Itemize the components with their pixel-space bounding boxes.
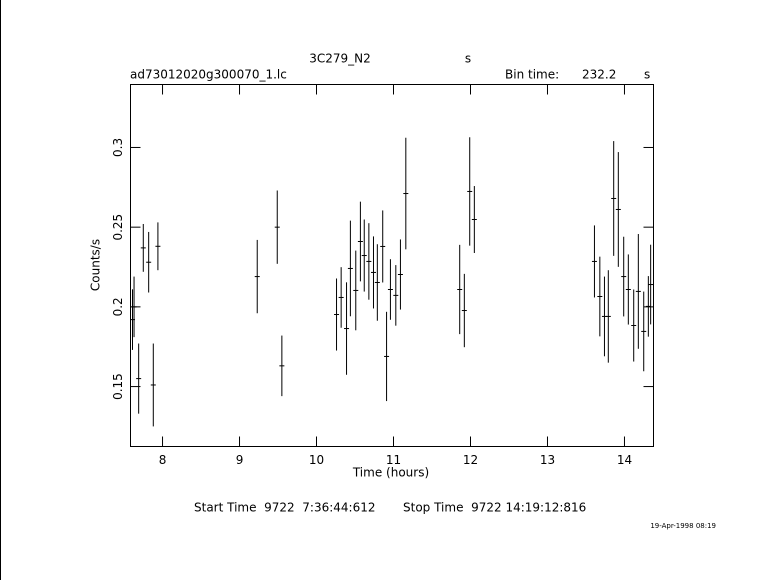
bin-time: 232.2	[582, 68, 616, 82]
date-stamp: 19-Apr-1998 08:19	[650, 522, 716, 530]
x-tick-label: 13	[540, 453, 555, 467]
x-axis-label: Time (hours)	[352, 466, 429, 480]
file-name: ad73012020g300070_1.lc	[130, 68, 287, 82]
x-tick-label: 14	[617, 453, 632, 467]
x-tick-label: 12	[463, 453, 478, 467]
y-axis-label: Counts/s	[89, 239, 103, 291]
x-tick-label: 9	[236, 453, 244, 467]
x-tick-label: 11	[386, 453, 401, 467]
y-tick-label: 0.3	[111, 138, 125, 157]
bin-time-unit: s	[644, 68, 650, 82]
start-time: Start Time 9722 7:36:44:612	[194, 501, 376, 515]
y-tick-label: 0.15	[111, 373, 125, 400]
stop-time: Stop Time 9722 14:19:12:816	[403, 501, 586, 515]
chart-title: 3C279_N2	[309, 52, 371, 66]
x-tick-label: 8	[159, 453, 167, 467]
x-tick-label: 10	[309, 453, 324, 467]
bin-time-label: Bin time:	[505, 68, 559, 82]
title-unit: s	[465, 52, 471, 66]
plot-frame	[130, 84, 654, 447]
y-tick-label: 0.25	[111, 214, 125, 241]
y-tick-label: 0.2	[111, 297, 125, 316]
